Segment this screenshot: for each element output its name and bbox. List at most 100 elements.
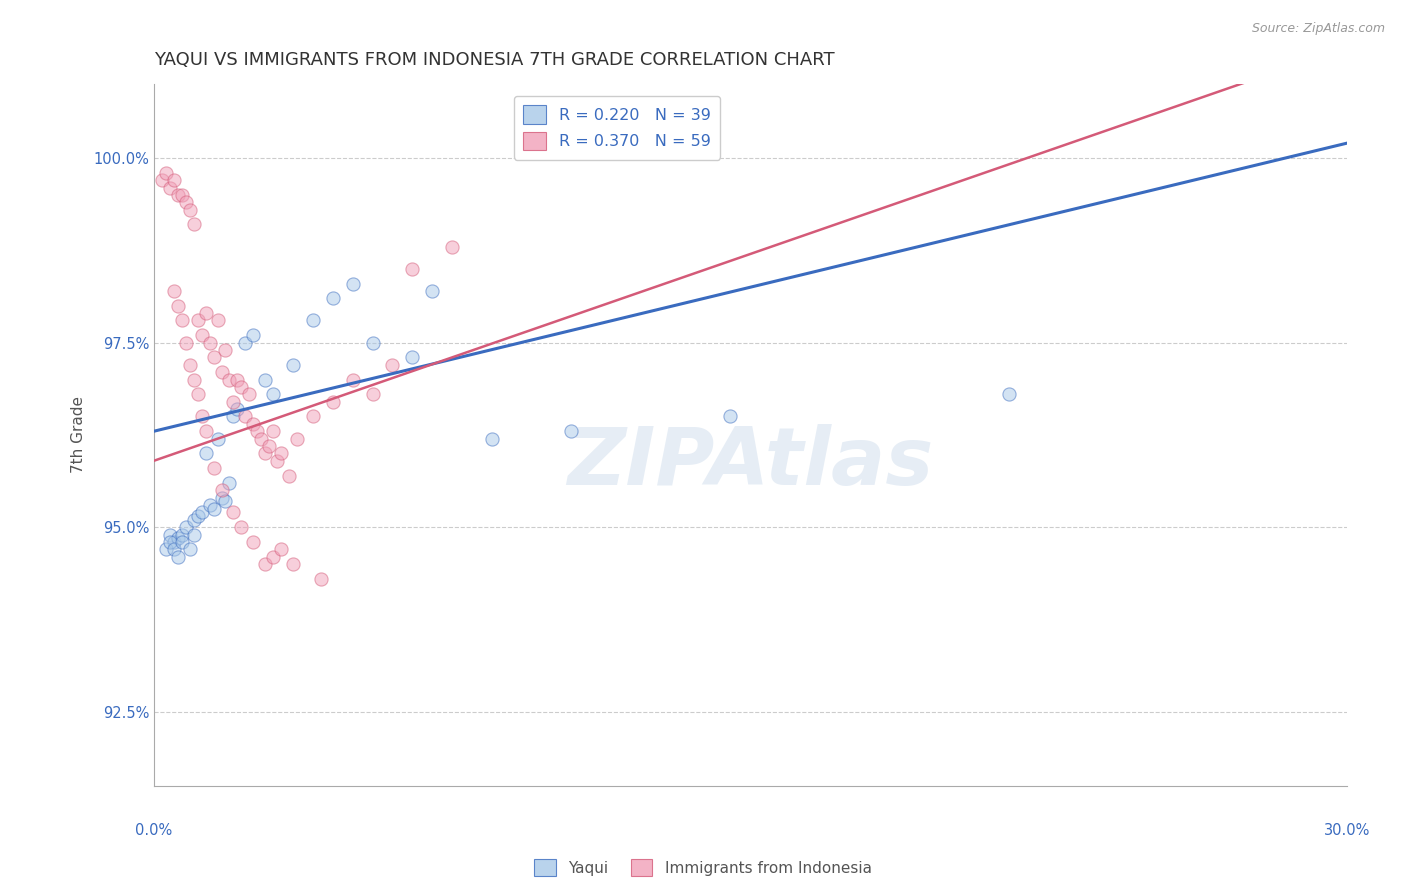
Point [342,372,364,386]
Point [187,509,209,524]
Point [254,557,277,571]
Point [174,335,197,350]
Point [211,365,233,379]
Point [155,166,177,180]
Point [166,187,188,202]
Point [226,402,249,417]
Point [242,417,264,431]
Legend: Yaqui, Immigrants from Indonesia: Yaqui, Immigrants from Indonesia [529,853,877,882]
Point [202,461,225,475]
Text: 0.0%: 0.0% [135,822,173,838]
Point [270,446,292,460]
Point [231,520,253,534]
Point [163,535,186,549]
Point [190,409,212,424]
Point [281,557,304,571]
Point [254,446,277,460]
Point [183,513,205,527]
Point [163,173,186,187]
Point [381,358,404,372]
Point [166,299,188,313]
Point [254,372,277,386]
Point [183,218,205,232]
Point [361,335,384,350]
Point [183,527,205,541]
Text: Source: ZipAtlas.com: Source: ZipAtlas.com [1251,22,1385,36]
Point [281,358,304,372]
Point [190,506,212,520]
Point [242,535,264,549]
Point [163,542,186,557]
Point [194,424,217,438]
Point [159,180,181,194]
Legend: R = 0.220   N = 39, R = 0.370   N = 59: R = 0.220 N = 39, R = 0.370 N = 59 [513,95,720,160]
Point [194,306,217,320]
Point [198,335,221,350]
Point [222,409,245,424]
Point [207,313,229,327]
Point [285,432,308,446]
Point [202,351,225,365]
Text: YAQUI VS IMMIGRANTS FROM INDONESIA 7TH GRADE CORRELATION CHART: YAQUI VS IMMIGRANTS FROM INDONESIA 7TH G… [153,51,835,69]
Point [218,372,240,386]
Point [166,531,188,545]
Point [214,494,236,508]
Point [170,313,193,327]
Point [322,291,344,305]
Point [342,277,364,291]
Point [270,542,292,557]
Point [246,424,269,438]
Point [187,313,209,327]
Point [481,432,503,446]
Point [170,527,193,541]
Point [207,432,229,446]
Text: 30.0%: 30.0% [1323,822,1369,838]
Point [179,542,201,557]
Point [174,195,197,210]
Point [262,424,284,438]
Point [214,343,236,357]
Point [150,173,173,187]
Point [211,483,233,498]
Point [235,335,257,350]
Point [155,542,177,557]
Point [262,549,284,564]
Point [266,454,288,468]
Point [235,409,257,424]
Point [202,501,225,516]
Point [170,535,193,549]
Point [190,328,212,343]
Point [257,439,280,453]
Point [170,187,193,202]
Point [187,387,209,401]
Point [560,424,582,438]
Point [361,387,384,401]
Point [183,372,205,386]
Point [997,387,1019,401]
Point [441,239,464,253]
Point [278,468,301,483]
Point [322,394,344,409]
Point [222,394,245,409]
Point [226,372,249,386]
Point [179,202,201,217]
Point [159,535,181,549]
Point [231,380,253,394]
Y-axis label: 7th Grade: 7th Grade [72,396,86,474]
Point [302,313,325,327]
Point [218,475,240,490]
Point [420,284,443,298]
Point [309,572,332,586]
Point [250,432,273,446]
Text: ZIPAtlas: ZIPAtlas [567,424,934,502]
Point [211,491,233,505]
Point [302,409,325,424]
Point [238,387,260,401]
Point [179,358,201,372]
Point [198,498,221,512]
Point [174,520,197,534]
Point [401,351,423,365]
Point [166,549,188,564]
Point [222,506,245,520]
Point [262,387,284,401]
